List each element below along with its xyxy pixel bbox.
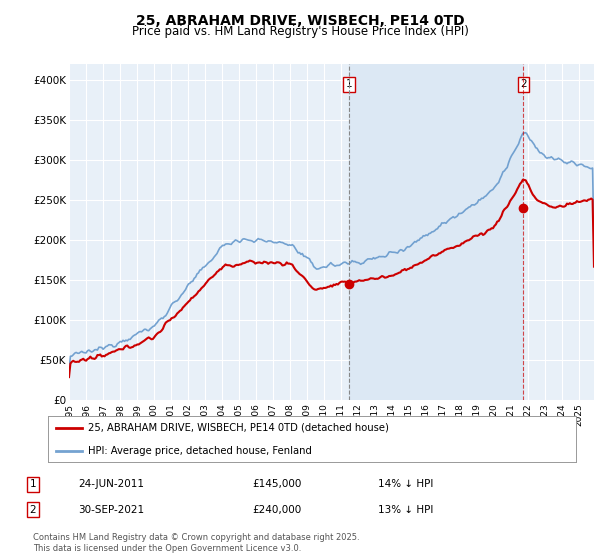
Text: Price paid vs. HM Land Registry's House Price Index (HPI): Price paid vs. HM Land Registry's House …	[131, 25, 469, 38]
Text: 2: 2	[29, 505, 37, 515]
Text: Contains HM Land Registry data © Crown copyright and database right 2025.
This d: Contains HM Land Registry data © Crown c…	[33, 533, 359, 553]
Text: 1: 1	[346, 80, 352, 90]
Text: 24-JUN-2011: 24-JUN-2011	[78, 479, 144, 489]
Text: 1: 1	[29, 479, 37, 489]
Text: 13% ↓ HPI: 13% ↓ HPI	[378, 505, 433, 515]
Bar	[349, 64, 523, 400]
Text: HPI: Average price, detached house, Fenland: HPI: Average price, detached house, Fenl…	[88, 446, 311, 455]
Text: 2: 2	[520, 80, 527, 90]
Text: 25, ABRAHAM DRIVE, WISBECH, PE14 0TD (detached house): 25, ABRAHAM DRIVE, WISBECH, PE14 0TD (de…	[88, 423, 388, 432]
Text: £145,000: £145,000	[252, 479, 301, 489]
Text: 14% ↓ HPI: 14% ↓ HPI	[378, 479, 433, 489]
Text: £240,000: £240,000	[252, 505, 301, 515]
Text: 30-SEP-2021: 30-SEP-2021	[78, 505, 144, 515]
Text: 25, ABRAHAM DRIVE, WISBECH, PE14 0TD: 25, ABRAHAM DRIVE, WISBECH, PE14 0TD	[136, 14, 464, 28]
